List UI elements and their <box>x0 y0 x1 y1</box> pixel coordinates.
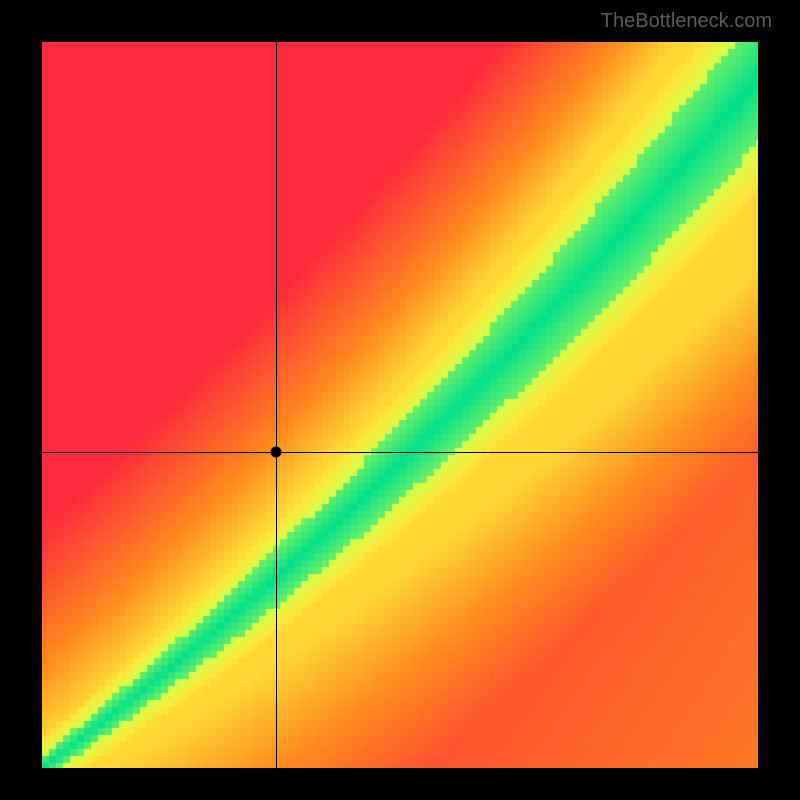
heatmap-canvas <box>42 42 758 768</box>
marker-dot <box>271 447 282 458</box>
watermark-text: TheBottleneck.com <box>601 10 772 33</box>
crosshair-horizontal <box>42 452 758 453</box>
heatmap-plot <box>42 42 758 768</box>
crosshair-vertical <box>276 42 277 768</box>
